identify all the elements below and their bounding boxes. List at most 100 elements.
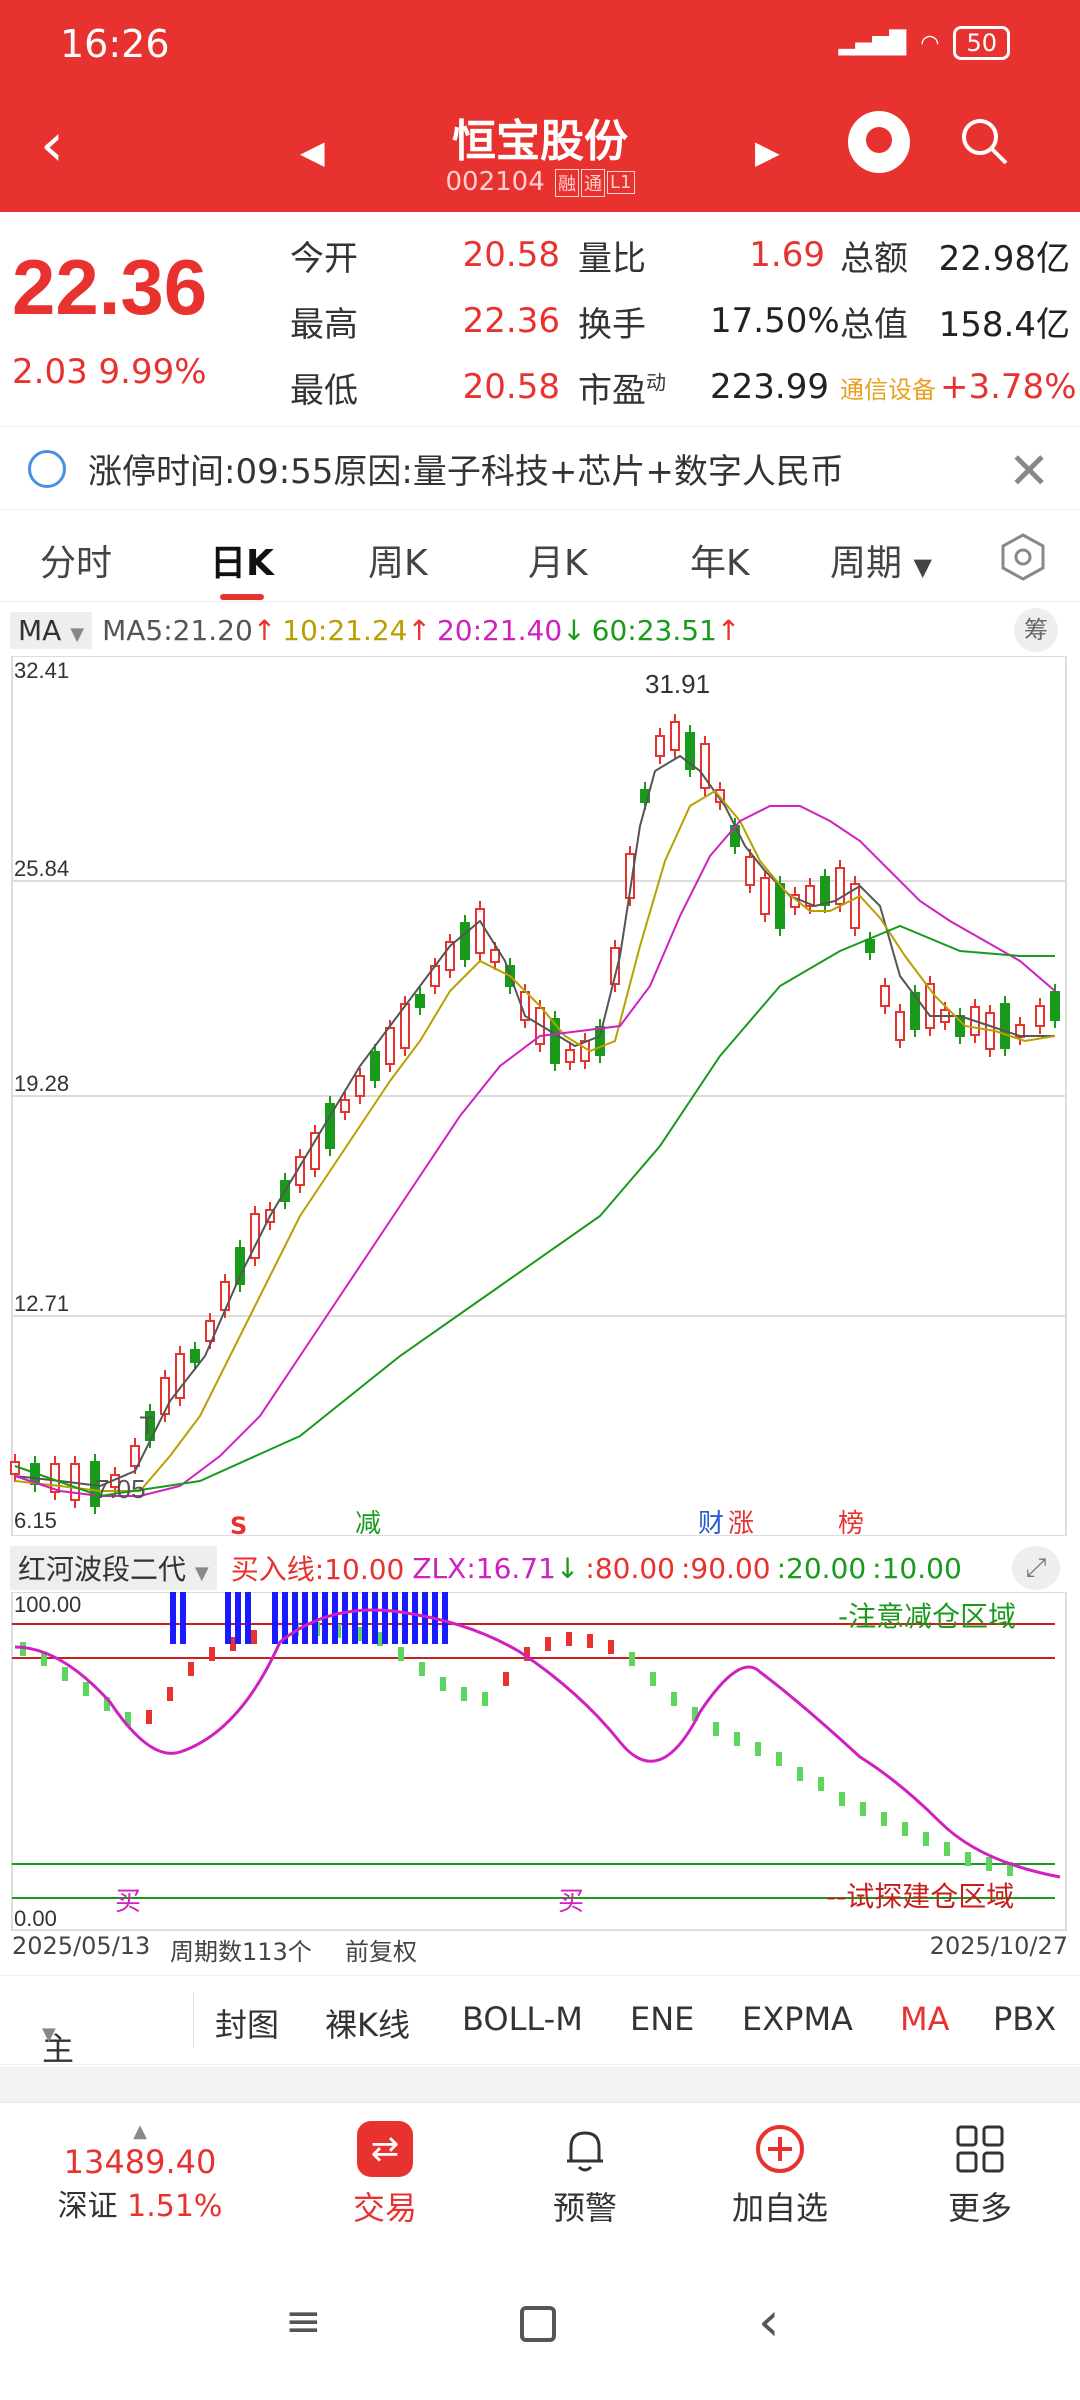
indicator-bar (797, 1767, 803, 1781)
candle (685, 732, 695, 770)
tab-weekly-k[interactable]: 周K (368, 543, 428, 584)
tool-fengtu[interactable]: 封图 (215, 2006, 280, 2044)
quote-panel: 22.36 2.03 9.99% 今开 20.58 量比 1.69 总额 22.98亿… (0, 212, 1080, 427)
change-value: 2.03 (12, 352, 88, 392)
indicator-bar (587, 1634, 593, 1648)
indicator-bar (629, 1652, 635, 1666)
chip-distribution-button[interactable]: 筹 (1014, 608, 1058, 652)
candle (385, 1027, 395, 1065)
candle (205, 1320, 215, 1342)
candle (775, 883, 785, 929)
indicator-bar (230, 1637, 236, 1651)
candle (325, 1103, 335, 1149)
tab-daily-k[interactable]: 日K (210, 534, 274, 600)
signal-bar (342, 1592, 348, 1644)
indicator-bar (965, 1852, 971, 1866)
settings-hex-icon[interactable] (998, 532, 1048, 582)
prev-stock-icon[interactable]: ◀ (300, 133, 325, 171)
label-amount: 总额 (840, 238, 908, 279)
stock-code-row: 002104 融通 L1 (0, 167, 1080, 197)
zone-low-label: --试探建仓区域 (826, 1880, 1014, 1913)
tool-ma[interactable]: MA (900, 2000, 950, 2038)
candle (700, 743, 710, 789)
chevron-down-icon: ▼ (42, 2024, 56, 2045)
search-icon[interactable] (958, 115, 1010, 167)
candle (655, 735, 665, 757)
indicator-bar (776, 1752, 782, 1766)
index-value: 13489.40 (63, 2143, 217, 2181)
candle (1050, 991, 1060, 1021)
expand-icon[interactable]: ⤢ (1012, 1546, 1060, 1590)
indicator-selector[interactable]: 红河波段二代 ▼ (10, 1546, 217, 1590)
index-name: 深证 (57, 2189, 118, 2224)
ma-selector[interactable]: MA ▼ (10, 611, 93, 649)
tab-period[interactable]: 周期 ▼ (830, 534, 932, 586)
value-high: 22.36 (462, 301, 560, 341)
next-stock-icon[interactable]: ▶ (755, 133, 780, 171)
line80: :80.00 (585, 1551, 675, 1585)
tool-naked-k[interactable]: 裸K线 (325, 2006, 410, 2044)
index-ticker[interactable]: ▲ 13489.40 深证 1.51% (40, 2121, 240, 2225)
tool-ene[interactable]: ENE (630, 2000, 695, 2038)
divider (193, 1992, 194, 2048)
bottom-nav: ▲ 13489.40 深证 1.51% ⇄ 交易 预警 加自选 更多 (0, 2102, 1080, 2242)
y-label: 6.15 (14, 1508, 57, 1533)
industry-link[interactable]: 通信设备 (840, 375, 936, 404)
indicator-bar (1007, 1862, 1013, 1876)
chevron-down-icon: ▼ (194, 1563, 209, 1584)
value-open: 20.58 (462, 235, 560, 275)
signal-bar (292, 1592, 298, 1644)
y-label: 25.84 (14, 856, 69, 881)
nav-add-watch[interactable]: 加自选 (715, 2121, 845, 2229)
menu-icon[interactable]: ≡ (285, 2296, 322, 2347)
nav-trade[interactable]: ⇄ 交易 (330, 2121, 440, 2229)
indicator-bar (524, 1647, 530, 1661)
candle (625, 853, 635, 899)
candle (820, 876, 830, 906)
signal-bar (362, 1592, 368, 1644)
candle (130, 1445, 140, 1467)
signal-bar (382, 1592, 388, 1644)
indicator-chart[interactable]: 100.00 0.00 -注意减仓区域 --试探建仓区域 买 买 (0, 1592, 1080, 1932)
close-icon[interactable]: ✕ (1008, 442, 1050, 500)
label-high: 最高 (290, 304, 358, 345)
k-line-chart[interactable]: 32.41 25.84 19.28 12.71 6.15 31.91 7.05 … (0, 656, 1080, 1536)
indicator-bar (692, 1707, 698, 1721)
arrow-down-icon: ↓ (555, 1551, 580, 1585)
caret-up-icon: ▲ (133, 2121, 147, 2142)
nav-alert[interactable]: 预警 (530, 2121, 640, 2229)
value-amount: 22.98亿 (938, 238, 1070, 279)
indicator-bar (503, 1672, 509, 1686)
indicator-bar (755, 1742, 761, 1756)
candle (850, 883, 860, 929)
ma10-line (14, 789, 1056, 1492)
candle (415, 994, 425, 1008)
nav-more[interactable]: 更多 (925, 2121, 1035, 2229)
indicator-bar (188, 1662, 194, 1676)
tab-intraday[interactable]: 分时 (40, 543, 113, 584)
label-volume-ratio: 量比 (578, 238, 646, 279)
tab-yearly-k[interactable]: 年K (690, 543, 750, 584)
ma-selector-label: MA (18, 613, 62, 647)
candle (565, 1049, 575, 1063)
trade-icon: ⇄ (357, 2121, 413, 2177)
marker-up: 涨 (728, 1509, 754, 1536)
limit-up-notice[interactable]: 涨停时间:09:55原因:量子科技+芯片+数字人民币 ✕ (0, 428, 1080, 510)
assistant-icon[interactable] (848, 111, 910, 173)
tab-monthly-k[interactable]: 月K (528, 543, 588, 584)
tool-expma[interactable]: EXPMA (742, 2000, 853, 2038)
candle (175, 1353, 185, 1399)
y-label: 12.71 (14, 1291, 69, 1316)
indicator-bar (839, 1792, 845, 1806)
stock-name: 恒宝股份 (452, 116, 628, 167)
back-nav-icon[interactable]: ‹ (758, 2290, 780, 2353)
tag-tong: 通 (581, 168, 606, 197)
tool-pbx[interactable]: PBX (993, 2000, 1057, 2038)
start-date: 2025/05/13 (12, 1932, 151, 1960)
adjust-mode: 前复权 (345, 1938, 417, 1966)
indicator-bar (566, 1632, 572, 1646)
back-icon[interactable]: ‹ (40, 110, 64, 180)
candle (745, 856, 755, 886)
tool-boll-m[interactable]: BOLL-M (462, 2000, 583, 2038)
home-icon[interactable] (520, 2306, 556, 2342)
